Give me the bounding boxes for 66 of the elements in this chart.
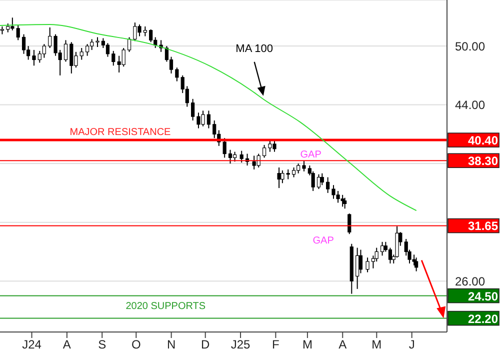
candlestick — [149, 28, 153, 43]
y-tick-label: 26.00 — [455, 274, 486, 288]
annotation: GAP — [300, 150, 322, 161]
x-tick-label: A — [338, 338, 347, 350]
candlestick — [302, 160, 306, 172]
annotation: MAJOR RESISTANCE — [70, 127, 172, 138]
candlestick — [316, 174, 321, 190]
annotation: 2020 SUPPORTS — [126, 300, 206, 312]
candlestick — [22, 34, 26, 54]
ref-line-label: 24.50 — [468, 289, 498, 304]
candlestick — [348, 213, 352, 235]
series-label: MA 100 — [236, 42, 273, 55]
x-tick-label: N — [166, 338, 176, 350]
candlestick — [175, 67, 179, 82]
x-tick-label: M — [372, 338, 382, 350]
candlestick — [292, 166, 296, 178]
candlestick — [96, 36, 100, 48]
candlestick — [240, 150, 244, 164]
candlestick — [320, 172, 324, 186]
candlestick — [343, 197, 347, 210]
ref-line-label: 22.20 — [468, 312, 498, 326]
candlestick — [228, 149, 232, 164]
x-tick-label: A — [62, 338, 71, 350]
candlestick — [191, 98, 195, 121]
candlestick — [326, 176, 330, 194]
candlestick — [112, 50, 116, 66]
candlestick — [256, 153, 260, 168]
candlestick — [277, 166, 281, 189]
x-tick-label: M — [302, 338, 312, 350]
candlestick — [232, 151, 237, 162]
candlestick — [222, 138, 226, 158]
ref-line-label: 38.30 — [468, 154, 498, 168]
candlestick — [48, 26, 52, 48]
ref-line-label: 40.40 — [468, 134, 498, 148]
x-tick-label: D — [201, 338, 210, 350]
candlestick — [143, 26, 147, 37]
candlestick — [356, 247, 360, 290]
ref-line-label: 31.65 — [468, 219, 498, 234]
candlestick — [42, 44, 46, 58]
candlestick — [64, 40, 68, 62]
candlestick — [206, 110, 210, 129]
candlestick — [380, 241, 384, 256]
candlestick — [280, 170, 284, 184]
candlestick — [286, 168, 290, 180]
y-tick-label: 44.00 — [455, 98, 486, 112]
candlestick — [262, 144, 266, 158]
candlestick — [80, 47, 84, 60]
x-tick-label: O — [131, 338, 141, 350]
annotation: GAP — [312, 236, 334, 247]
candlestick — [16, 24, 20, 41]
y-tick-label: 50.00 — [455, 39, 486, 54]
x-tick-label: J25 — [230, 338, 251, 350]
x-tick-label: S — [98, 338, 106, 350]
candlestick — [32, 49, 36, 66]
candlestick — [358, 249, 363, 274]
candlestick — [86, 44, 90, 56]
candlestick — [106, 42, 110, 58]
line-series — [0, 24, 417, 212]
candlestick — [127, 36, 132, 52]
candlestick — [414, 257, 418, 272]
x-tick-label: J24 — [22, 338, 42, 350]
x-tick-label: F — [272, 338, 280, 350]
x-tick-label: J — [408, 338, 415, 350]
candlestick — [212, 120, 216, 139]
candlestick — [388, 247, 392, 264]
candlestick — [366, 257, 370, 273]
